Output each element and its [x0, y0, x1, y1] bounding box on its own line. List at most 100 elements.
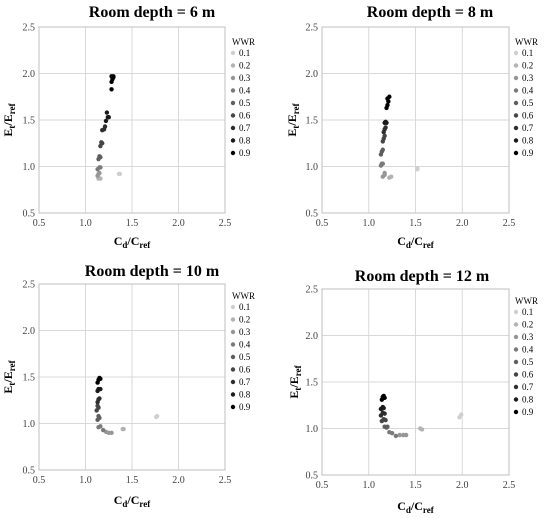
y-tick-label: 2.0 — [306, 331, 319, 342]
x-tick-label: 2.0 — [172, 475, 185, 486]
legend-label: 0.4 — [239, 340, 251, 350]
y-tick-label: 0.5 — [23, 466, 36, 477]
x-axis-label: Cd/Cref — [114, 234, 152, 250]
chart-panel-3: Room depth = 10 m 0.5 1.0 1.5 2.0 2.5 0.5 1.0 1.… — [1, 263, 255, 509]
y-tick-label: 0.5 — [306, 209, 319, 220]
data-point — [102, 124, 108, 129]
y-tick-label: 0.5 — [306, 471, 319, 482]
legend-marker — [513, 113, 519, 118]
legend-marker — [230, 100, 236, 106]
data-point — [388, 174, 394, 179]
data-point — [154, 413, 160, 419]
data-point — [380, 161, 385, 166]
legend-marker — [230, 150, 236, 156]
legend-marker — [230, 392, 236, 397]
data-point — [117, 171, 123, 177]
y-tick-label: 1.0 — [306, 424, 319, 435]
legend-label: 0.5 — [522, 98, 534, 108]
x-tick-label: 0.5 — [33, 475, 46, 486]
data-point — [98, 386, 103, 392]
legend-marker — [230, 113, 236, 118]
y-tick-label: 1.5 — [23, 116, 36, 127]
legend-label: 0.8 — [239, 390, 251, 400]
legend-marker — [513, 359, 519, 365]
data-point — [382, 395, 387, 401]
data-point — [97, 154, 102, 159]
legend-marker — [230, 354, 236, 360]
x-axis-label-part: ref — [139, 499, 151, 509]
y-axis-label-part: E — [287, 391, 301, 399]
y-axis-label: Et/Eref — [285, 102, 301, 136]
legend-label: 0.1 — [522, 307, 533, 317]
legend-marker — [513, 322, 519, 327]
data-point — [96, 413, 101, 419]
y-tick-label: 1.5 — [23, 373, 36, 384]
legend-label: 0.9 — [239, 402, 251, 412]
x-axis-label-part: d — [406, 240, 411, 250]
y-tick-label: 2.5 — [23, 23, 36, 34]
x-axis-label-part: /C — [410, 499, 423, 513]
x-axis-label-part: C — [114, 234, 123, 248]
legend-label: 0.2 — [522, 320, 533, 330]
chart-title: Room depth = 10 m — [85, 263, 220, 280]
data-point — [380, 147, 385, 152]
legend-marker — [513, 75, 519, 81]
data-point — [95, 403, 100, 409]
legend-marker — [513, 334, 519, 340]
legend-marker — [230, 75, 236, 81]
data-point — [387, 94, 392, 99]
y-axis-label-part: ref — [7, 102, 17, 114]
y-tick-label: 1.0 — [23, 162, 36, 173]
legend-marker — [513, 125, 519, 131]
data-point — [385, 424, 390, 429]
legend-marker — [513, 50, 519, 56]
legend-label: 0.1 — [239, 48, 250, 58]
y-axis-label: Et/Eref — [1, 359, 17, 393]
legend-label: 0.2 — [239, 315, 250, 325]
y-axis-label-part: /E — [1, 114, 15, 126]
legend-label: 0.4 — [522, 86, 534, 96]
legend-label: 0.3 — [522, 73, 534, 83]
x-axis-label-part: d — [406, 505, 411, 515]
data-point — [98, 165, 103, 170]
x-axis-label-part: d — [122, 499, 127, 509]
data-point — [109, 87, 114, 92]
legend-title: WWR — [232, 37, 255, 47]
x-tick-label: 0.5 — [33, 218, 46, 229]
legend-marker — [230, 317, 236, 322]
data-point — [382, 133, 387, 139]
y-axis-label-part: /E — [1, 371, 15, 383]
legend-label: 0.7 — [239, 123, 251, 133]
legend-label: 0.6 — [522, 370, 534, 380]
y-tick-label: 2.0 — [306, 69, 319, 80]
x-tick-label: 0.5 — [316, 480, 329, 491]
x-axis-label-part: C — [397, 234, 406, 248]
y-tick-label: 2.5 — [23, 280, 36, 291]
legend-label: 0.9 — [522, 407, 534, 417]
x-tick-label: 2.0 — [456, 480, 469, 491]
x-tick-label: 2.5 — [503, 218, 516, 229]
x-tick-label: 2.5 — [219, 218, 232, 229]
legend-label: 0.6 — [522, 111, 534, 121]
x-tick-label: 1.5 — [126, 475, 139, 486]
data-point — [393, 433, 399, 439]
x-tick-label: 2.0 — [456, 218, 469, 229]
x-axis-label-part: /C — [126, 493, 139, 507]
data-point — [98, 424, 103, 429]
legend-marker — [513, 150, 519, 156]
y-axis-label-part: t — [293, 388, 303, 391]
y-tick-label: 2.0 — [23, 326, 36, 337]
legend-title: WWR — [515, 296, 538, 306]
legend-marker — [513, 138, 519, 143]
legend-marker — [230, 88, 236, 93]
x-axis-label-part: /C — [126, 234, 139, 248]
x-axis-label-part: C — [397, 499, 406, 513]
x-axis-label-part: /C — [410, 234, 423, 248]
plot-frame — [38, 26, 226, 214]
legend-label: 0.7 — [522, 123, 534, 133]
data-point — [382, 411, 387, 416]
data-point — [98, 176, 103, 181]
plot-frame — [38, 283, 226, 471]
y-tick-label: 2.5 — [306, 285, 319, 296]
